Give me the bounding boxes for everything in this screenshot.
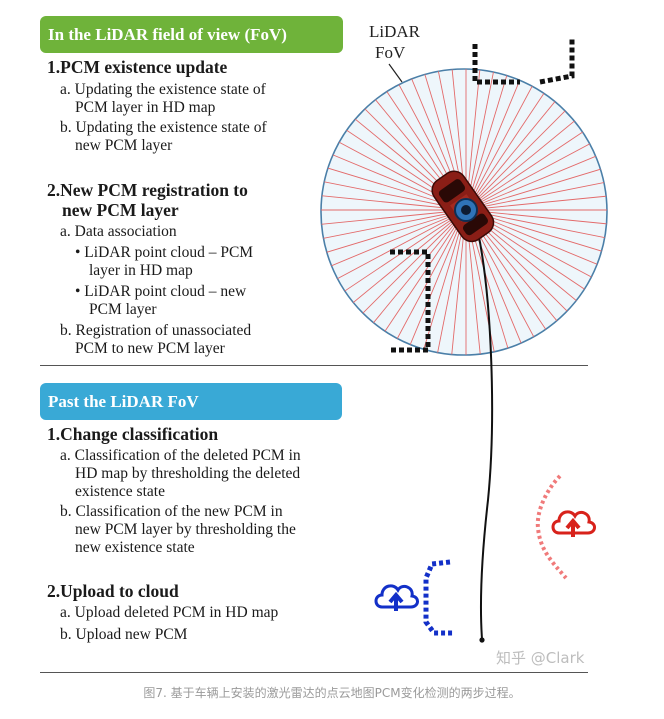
watermark: 知乎 @Clark	[496, 649, 585, 667]
lidar-ray	[321, 209, 467, 276]
lidar-ray	[385, 209, 467, 355]
s2-step1-a-line2: HD map by thresholding the deleted	[75, 465, 301, 482]
cloud-upload-icon-blue	[374, 584, 419, 611]
step2-bullet2-line1: • LiDAR point cloud – new	[75, 283, 247, 300]
lidar-ray	[334, 209, 467, 319]
s2-step2-title: 2.Upload to cloud	[47, 581, 179, 601]
lidar-ray	[321, 209, 467, 228]
vehicle-trajectory	[477, 231, 494, 640]
lidar-ray	[371, 209, 467, 352]
new-pcm-red	[535, 474, 568, 580]
s2-step1-title: 1.Change classification	[47, 424, 219, 444]
step2-a-line1: a. Data association	[60, 223, 177, 240]
fov-label-line2: FoV	[375, 43, 406, 62]
s2-step1-a-line3: existence state	[75, 483, 165, 500]
s2-step1-b-line3: new existence state	[75, 539, 195, 556]
step1-b-line2: new PCM layer	[75, 137, 173, 154]
trajectory-start-dot	[479, 637, 485, 643]
lidar-ray	[432, 209, 467, 355]
bottom-divider	[40, 672, 588, 673]
s2-step2-b-line1: b. Upload new PCM	[60, 626, 188, 643]
s2-step1-b-line1: b. Classification of the new PCM in	[60, 503, 283, 520]
step1-a-line1: a. Updating the existence state of	[60, 81, 266, 98]
lidar-ray	[357, 209, 467, 342]
figure-caption: 图7. 基于车辆上安装的激光雷达的点云地图PCM变化检测的两步过程。	[143, 686, 521, 700]
lidar-ray	[321, 176, 467, 211]
lidar-ray	[400, 209, 467, 355]
step1-title: 1.PCM existence update	[47, 57, 228, 77]
lidar-ray	[321, 209, 467, 260]
lidar-ray	[345, 209, 467, 331]
fov-label-pointer	[388, 63, 403, 83]
step2-b-line2: PCM to new PCM layer	[75, 340, 225, 357]
step1-b-line1: b. Updating the existence state of	[60, 119, 267, 136]
section1-banner: In the LiDAR field of view (FoV)	[40, 16, 343, 53]
step2-bullet1-line1: • LiDAR point cloud – PCM	[75, 244, 254, 261]
fov-label-line1: LiDAR	[369, 22, 421, 41]
section-divider	[40, 365, 588, 366]
s2-step1-a-line1: a. Classification of the deleted PCM in	[60, 447, 301, 464]
lidar-ray	[324, 209, 467, 305]
cloud-upload-icon-red	[551, 510, 596, 537]
lidar-ray	[321, 192, 467, 211]
s2-step1-b-line2: new PCM layer by thresholding the	[75, 521, 296, 538]
step2-bullet2-line2: PCM layer	[89, 301, 157, 318]
lidar-ray	[321, 209, 467, 244]
section2-banner: Past the LiDAR FoV	[40, 383, 342, 420]
s2-step2-a-line1: a. Upload deleted PCM in HD map	[60, 604, 279, 621]
pcm-wall-left	[390, 249, 431, 353]
step2-title-line2: new PCM layer	[62, 200, 179, 220]
step1-a-line2: PCM layer in HD map	[75, 99, 216, 116]
deleted-pcm-blue	[423, 559, 454, 636]
step2-title-line1: 2.New PCM registration to	[47, 180, 248, 200]
step2-b-line1: b. Registration of unassociated	[60, 322, 252, 339]
lidar-ray	[416, 209, 467, 355]
step2-bullet1-line2: layer in HD map	[89, 262, 193, 279]
pcm-wall-top	[472, 38, 575, 85]
